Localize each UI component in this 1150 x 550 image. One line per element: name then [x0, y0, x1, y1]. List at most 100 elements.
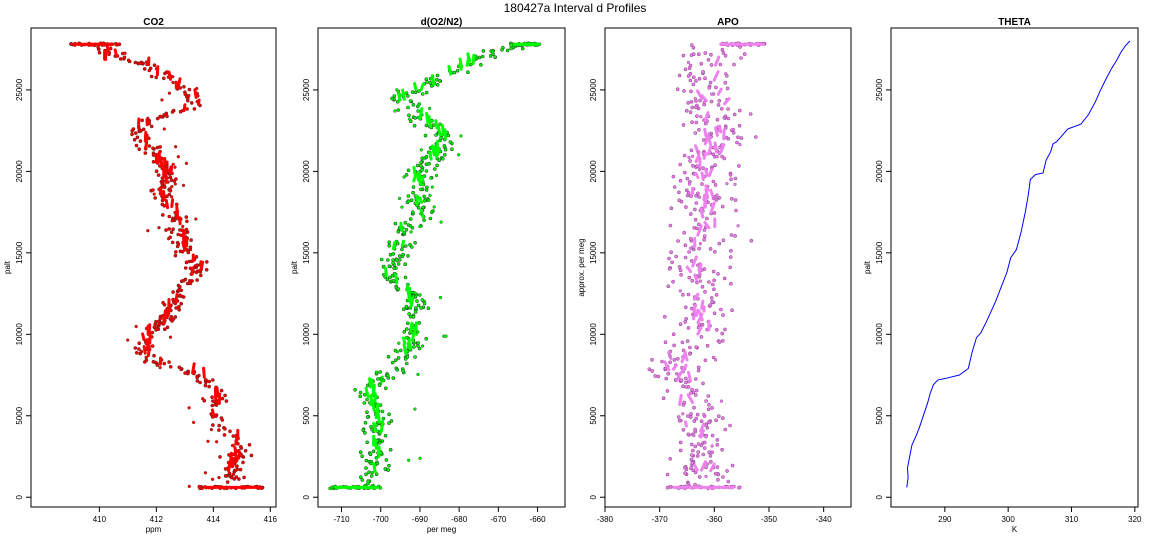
- data-point: [710, 450, 714, 455]
- y-tick-label: 15000: [15, 241, 24, 264]
- data-point: [425, 80, 430, 84]
- data-point: [415, 299, 419, 303]
- data-point: [681, 412, 685, 416]
- data-point: [704, 474, 708, 479]
- data-point: [722, 116, 727, 120]
- y-tick-label: 25000: [302, 78, 311, 101]
- data-point: [410, 210, 415, 214]
- data-point: [191, 420, 196, 425]
- data-point: [146, 229, 150, 233]
- data-point: [683, 243, 688, 248]
- data-cluster: [703, 167, 709, 177]
- data-point: [696, 450, 701, 454]
- data-point: [383, 433, 388, 438]
- y-tick-label: 0: [875, 494, 884, 499]
- data-point: [417, 89, 421, 93]
- x-tick-label: -380: [597, 515, 614, 524]
- data-point: [369, 459, 374, 464]
- data-point: [405, 94, 410, 98]
- data-point: [171, 297, 175, 302]
- data-point: [702, 228, 707, 232]
- data-cluster: [166, 306, 171, 318]
- data-cluster: [716, 87, 723, 96]
- data-point: [177, 304, 181, 309]
- data-point: [718, 62, 723, 67]
- data-point: [428, 81, 433, 85]
- data-point: [408, 224, 413, 228]
- data-cluster: [368, 377, 372, 389]
- data-point: [211, 423, 215, 427]
- data-point: [118, 57, 123, 61]
- data-point: [685, 176, 690, 181]
- panel-apo: APO -380 -370 -360 -350 -340 0 5000 10000 15000 20…: [577, 17, 852, 524]
- y-tick-label: 0: [15, 494, 24, 499]
- data-point: [173, 315, 178, 319]
- data-point: [387, 243, 392, 248]
- y-tick-label: 10000: [302, 323, 311, 346]
- data-point: [435, 163, 439, 168]
- data-cluster: [182, 228, 186, 240]
- data-point: [712, 250, 717, 254]
- data-point: [218, 455, 222, 459]
- data-point: [714, 292, 719, 297]
- data-point: [716, 103, 721, 107]
- data-point: [180, 294, 184, 299]
- data-point: [665, 389, 670, 393]
- data-point: [710, 282, 715, 287]
- data-point: [690, 120, 694, 124]
- data-point: [401, 369, 405, 373]
- data-point: [720, 416, 725, 420]
- data-cluster: [409, 322, 414, 333]
- data-point: [509, 43, 514, 48]
- data-point: [179, 301, 183, 306]
- data-point: [388, 275, 392, 280]
- y-tick-label: 0: [302, 494, 311, 499]
- data-point: [681, 53, 686, 58]
- data-point: [353, 387, 357, 392]
- data-point: [725, 86, 730, 91]
- data-cluster: [164, 198, 170, 210]
- data-cluster: [143, 142, 148, 150]
- data-point: [396, 356, 401, 360]
- data-point: [126, 338, 130, 342]
- data-point: [702, 440, 707, 445]
- data-point: [442, 153, 447, 157]
- data-cluster: [412, 165, 417, 175]
- data-point: [678, 162, 683, 167]
- data-point: [371, 449, 376, 454]
- data-point: [193, 264, 198, 268]
- data-point: [140, 118, 144, 123]
- data-point: [408, 242, 412, 247]
- data-point: [370, 470, 375, 475]
- data-point: [729, 249, 733, 253]
- data-point: [151, 160, 156, 164]
- data-point: [688, 78, 693, 83]
- data-point: [678, 440, 683, 445]
- y-tick-label: 5000: [302, 406, 311, 424]
- data-point: [165, 114, 169, 119]
- data-point: [228, 474, 232, 479]
- data-point: [408, 99, 413, 103]
- data-point: [143, 151, 148, 155]
- data-point: [183, 92, 188, 96]
- data-point: [694, 388, 699, 393]
- data-point: [170, 219, 174, 223]
- data-point: [405, 321, 410, 326]
- data-point: [455, 68, 460, 73]
- data-point: [406, 254, 410, 258]
- data-point: [384, 458, 389, 462]
- data-cluster: [147, 344, 151, 357]
- data-point: [158, 114, 162, 119]
- data-point: [365, 397, 369, 402]
- data-point: [726, 107, 730, 111]
- data-point: [736, 224, 740, 228]
- data-point: [721, 238, 726, 242]
- data-point: [413, 407, 417, 411]
- data-point: [689, 43, 694, 47]
- data-point: [722, 276, 727, 281]
- data-point: [477, 55, 482, 60]
- data-point: [362, 401, 367, 405]
- data-cluster: [374, 408, 380, 420]
- data-cluster: [370, 399, 376, 412]
- data-point: [697, 222, 701, 227]
